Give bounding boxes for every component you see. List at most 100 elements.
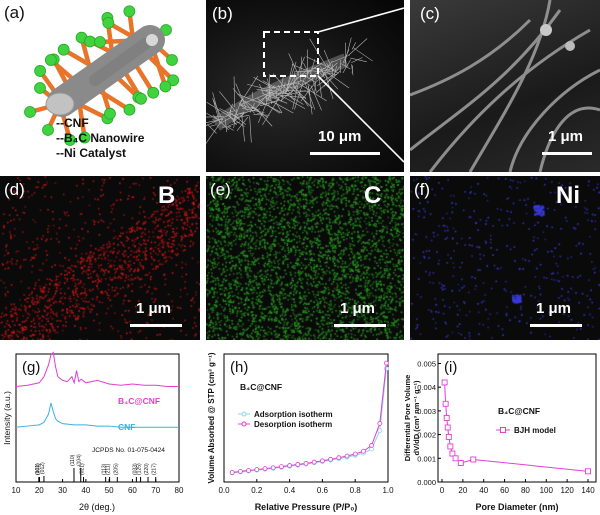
y-axis-label-1: Differential Pore Volume xyxy=(404,375,412,462)
data-point xyxy=(377,428,383,434)
element-label: B xyxy=(158,182,176,209)
scale-bar xyxy=(310,152,380,155)
peak-label: (211) xyxy=(106,463,112,475)
peak-label: (113) xyxy=(102,463,108,475)
peak-label: (125) xyxy=(137,463,143,475)
data-point xyxy=(287,463,292,468)
data-point xyxy=(320,458,325,464)
data-point xyxy=(449,450,456,457)
data-point xyxy=(447,443,454,450)
data-point xyxy=(445,434,452,440)
panel-label: (d) xyxy=(4,180,25,199)
x-tick-label: 60 xyxy=(128,486,137,495)
peak-label: (003) xyxy=(36,463,42,475)
x-tick-label: 0.0 xyxy=(218,486,230,495)
data-point xyxy=(303,460,309,466)
x-tick-label: 0.8 xyxy=(350,486,362,495)
data-point xyxy=(585,468,591,475)
panel-label: (c) xyxy=(420,4,440,23)
eds-map-boron xyxy=(0,176,200,340)
panel-label: (f) xyxy=(414,180,431,199)
data-point xyxy=(311,459,317,465)
y-axis-label: Volume Absorbed @ STP (cm³ g⁻¹) xyxy=(207,352,216,483)
scale-bar xyxy=(334,324,386,327)
data-point xyxy=(457,460,464,466)
scale-text: 1 μm xyxy=(536,300,572,317)
x-tick-label: 0.6 xyxy=(317,486,329,495)
data-point xyxy=(444,424,451,431)
x-tick-label: 0 xyxy=(440,486,445,495)
x-axis-label: Pore Diameter (nm) xyxy=(475,502,558,512)
y-tick-label: 0.005 xyxy=(417,359,436,368)
sem-image-c xyxy=(410,0,600,172)
peak-label: (220) xyxy=(144,463,150,475)
x-tick-label: 10 xyxy=(12,486,21,495)
data-point xyxy=(262,466,268,472)
x-tick-label: 0.4 xyxy=(284,486,296,495)
x-tick-label: 140 xyxy=(581,486,595,495)
data-point xyxy=(238,468,243,474)
panel-d: (d) B 1 μm xyxy=(0,176,200,340)
data-point xyxy=(254,467,260,472)
scale-text: 10 μm xyxy=(318,128,362,145)
scale-bar xyxy=(130,324,182,327)
data-point xyxy=(383,360,389,366)
data-point xyxy=(452,455,459,462)
peak-label: (033) xyxy=(132,463,138,475)
peak-label: (205) xyxy=(113,463,119,475)
y-tick-label: 0.002 xyxy=(417,431,436,440)
panel-label: (h) xyxy=(230,359,248,376)
x-tick-label: 20 xyxy=(35,486,44,495)
data-point xyxy=(360,448,366,454)
y-tick-label: 0.003 xyxy=(417,407,436,416)
data-point xyxy=(344,453,350,459)
y-tick-label: 0.004 xyxy=(417,383,436,392)
x-tick-label: 80 xyxy=(175,486,184,495)
scale-text: 1 μm xyxy=(548,128,584,145)
peak-label: (217) xyxy=(152,463,158,475)
series-label-cnf: CNF xyxy=(118,422,135,432)
panel-label: (b) xyxy=(212,4,233,23)
panel-label: (a) xyxy=(4,3,25,22)
panel-b: (b) 10 μm xyxy=(206,0,404,172)
nanowire-schematic xyxy=(24,5,180,146)
peak-label: (101) xyxy=(35,463,41,475)
x-tick-label: 60 xyxy=(500,486,509,495)
sem-image-b xyxy=(206,7,404,163)
panel-label: (g) xyxy=(22,359,40,376)
panel-label: (e) xyxy=(210,180,231,199)
x-tick-label: 40 xyxy=(479,486,488,495)
legend-b4c-nanowire: --B₄C Nanowire xyxy=(56,131,145,145)
data-point xyxy=(352,451,358,457)
scale-text: 1 μm xyxy=(340,300,376,317)
x-tick-label: 0.2 xyxy=(251,486,263,495)
data-point xyxy=(270,465,276,471)
legend-bjh: BJH model xyxy=(514,426,556,435)
chart-isotherm: (h) Volume Absorbed @ STP (cm³ g⁻¹) Rela… xyxy=(207,352,394,512)
element-label: Ni xyxy=(556,182,580,209)
data-point xyxy=(377,421,383,426)
peak-label: (021) xyxy=(80,463,86,475)
eds-map-nickel xyxy=(410,176,600,340)
series-label-b4c-cnf: B₄C@CNF xyxy=(118,396,160,406)
data-point xyxy=(328,456,334,462)
x-tick-label: 1.0 xyxy=(382,486,394,495)
legend-adsorption: Adsorption isotherm xyxy=(254,410,333,419)
panel-label: (i) xyxy=(444,359,457,376)
scale-bar xyxy=(530,324,582,327)
data-point xyxy=(246,468,251,473)
x-tick-label: 30 xyxy=(58,486,67,495)
data-point xyxy=(369,443,375,448)
series-line-b4c-cnf xyxy=(15,351,179,387)
legend-desorption: Desorption isotherm xyxy=(254,420,332,429)
panel-c: (c) 1 μm xyxy=(410,0,600,172)
sample-label: B₄C@CNF xyxy=(498,406,540,416)
data-point xyxy=(336,455,342,461)
eds-map-carbon xyxy=(206,176,404,340)
data-point xyxy=(441,379,448,386)
panel-f: (f) Ni 1 μm xyxy=(410,176,600,340)
data-point xyxy=(295,462,301,467)
scale-text: 1 μm xyxy=(136,300,172,317)
peak-label: (110) xyxy=(70,454,76,466)
panel-e: (e) C 1 μm xyxy=(206,176,404,340)
